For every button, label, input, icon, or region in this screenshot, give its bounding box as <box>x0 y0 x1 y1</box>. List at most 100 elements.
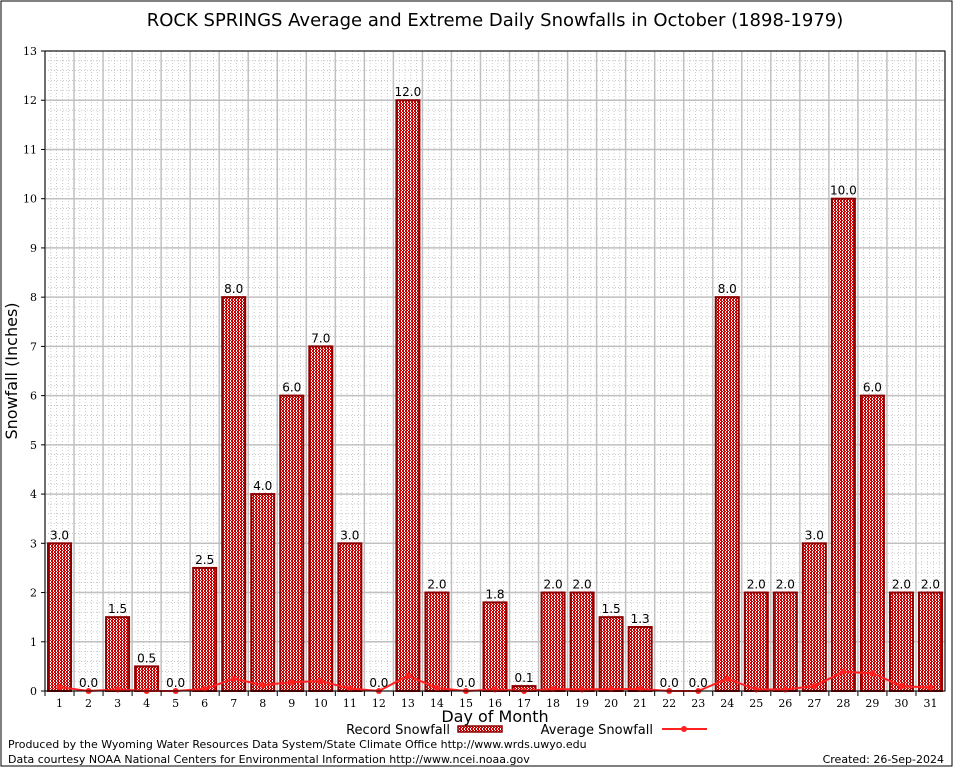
average-point <box>404 672 411 679</box>
bar-value-label: 1.5 <box>108 602 127 616</box>
bar-value-label: 4.0 <box>253 479 272 493</box>
y-tick-label: 7 <box>30 340 37 353</box>
bar-value-label: 10.0 <box>830 184 857 198</box>
x-tick-label: 27 <box>807 697 821 710</box>
average-point <box>230 675 237 682</box>
y-tick-label: 4 <box>30 488 37 501</box>
bar-day-27 <box>801 542 827 692</box>
bar-value-label: 2.0 <box>747 578 766 592</box>
x-tick-label: 12 <box>372 697 386 710</box>
bar-day-26 <box>772 591 798 692</box>
average-point <box>346 685 353 692</box>
legend-average-marker <box>681 726 687 732</box>
x-tick-label: 21 <box>633 697 647 710</box>
x-tick-label: 13 <box>401 697 415 710</box>
footer-producer: Produced by the Wyoming Water Resources … <box>8 738 587 751</box>
bar-day-18 <box>540 591 566 692</box>
x-tick-label: 2 <box>85 697 92 710</box>
x-tick-label: 17 <box>517 697 531 710</box>
x-tick-label: 6 <box>201 697 208 710</box>
bar-day-8 <box>250 493 276 693</box>
x-tick-label: 14 <box>430 697 444 710</box>
footer-data-source: Data courtesy NOAA National Centers for … <box>8 753 530 766</box>
bar-value-label: 0.0 <box>456 676 475 690</box>
bar-day-21 <box>627 626 653 692</box>
bar-value-label: 0.0 <box>369 676 388 690</box>
bar-value-label: 8.0 <box>718 282 737 296</box>
bar-day-14 <box>424 591 450 692</box>
x-tick-label: 23 <box>691 697 705 710</box>
y-tick-label: 3 <box>30 537 37 550</box>
bar-value-label: 0.0 <box>660 676 679 690</box>
x-tick-label: 22 <box>662 697 676 710</box>
average-point <box>782 686 789 693</box>
average-point <box>317 678 324 685</box>
bar-value-label: 2.0 <box>573 578 592 592</box>
average-point <box>927 684 934 691</box>
x-tick-label: 30 <box>894 697 908 710</box>
x-tick-label: 25 <box>749 697 763 710</box>
x-tick-label: 8 <box>259 697 266 710</box>
bar-day-28 <box>830 197 856 692</box>
legend: Record Snowfall Average Snowfall <box>346 723 707 738</box>
bar-day-1 <box>47 542 73 692</box>
y-tick-label: 13 <box>23 45 37 58</box>
bar-value-label: 0.0 <box>689 676 708 690</box>
legend-average-label: Average Snowfall <box>541 723 653 738</box>
y-tick-label: 8 <box>30 291 37 304</box>
bar-day-4 <box>134 665 160 693</box>
average-point <box>811 683 818 690</box>
average-point <box>259 682 266 689</box>
average-point <box>724 675 731 682</box>
average-point <box>56 684 63 691</box>
x-tick-label: 9 <box>288 697 295 710</box>
footer-created: Created: 26-Sep-2024 <box>823 753 944 766</box>
y-tick-label: 12 <box>23 94 37 107</box>
bar-value-label: 2.0 <box>427 578 446 592</box>
bar-value-label: 0.0 <box>79 676 98 690</box>
bar-value-label: 0.1 <box>514 671 533 685</box>
x-tick-label: 24 <box>720 697 734 710</box>
bar-value-label: 0.0 <box>166 676 185 690</box>
bar-value-label: 1.8 <box>485 587 504 601</box>
y-tick-label: 5 <box>30 439 37 452</box>
bar-value-label: 2.0 <box>892 578 911 592</box>
average-point <box>579 686 586 693</box>
x-tick-label: 29 <box>865 697 879 710</box>
average-point <box>753 686 760 693</box>
legend-record-swatch <box>457 725 503 733</box>
bar-day-30 <box>888 591 914 692</box>
bar-value-label: 2.0 <box>921 578 940 592</box>
y-tick-label: 0 <box>30 685 37 698</box>
x-tick-label: 11 <box>343 697 357 710</box>
bar-day-10 <box>308 345 334 692</box>
plot-frame <box>44 50 946 692</box>
bar-value-label: 2.5 <box>195 553 214 567</box>
y-tick-label: 1 <box>30 636 37 649</box>
bar-value-label: 2.0 <box>776 578 795 592</box>
x-tick-label: 18 <box>546 697 560 710</box>
y-tick-label: 9 <box>30 242 37 255</box>
x-tick-label: 10 <box>314 697 328 710</box>
legend-record-label: Record Snowfall <box>346 723 450 738</box>
bar-value-label: 0.5 <box>137 651 156 665</box>
y-tick-label: 2 <box>30 587 37 600</box>
x-tick-label: 1 <box>56 697 63 710</box>
y-axis-label: Snowfall (Inches) <box>2 302 21 439</box>
average-point <box>869 670 876 677</box>
y-tick-label: 6 <box>30 390 37 403</box>
y-tick-label: 10 <box>23 193 37 206</box>
bar-day-31 <box>917 591 943 692</box>
bar-value-label: 12.0 <box>395 85 422 99</box>
bar-day-19 <box>569 591 595 692</box>
bar-value-label: 8.0 <box>224 282 243 296</box>
bar-value-label: 1.5 <box>602 602 621 616</box>
bar-value-label: 1.3 <box>631 612 650 626</box>
bar-day-9 <box>279 394 305 692</box>
chart-title: ROCK SPRINGS Average and Extreme Daily S… <box>147 10 844 31</box>
x-tick-label: 4 <box>143 697 150 710</box>
x-tick-label: 19 <box>575 697 589 710</box>
